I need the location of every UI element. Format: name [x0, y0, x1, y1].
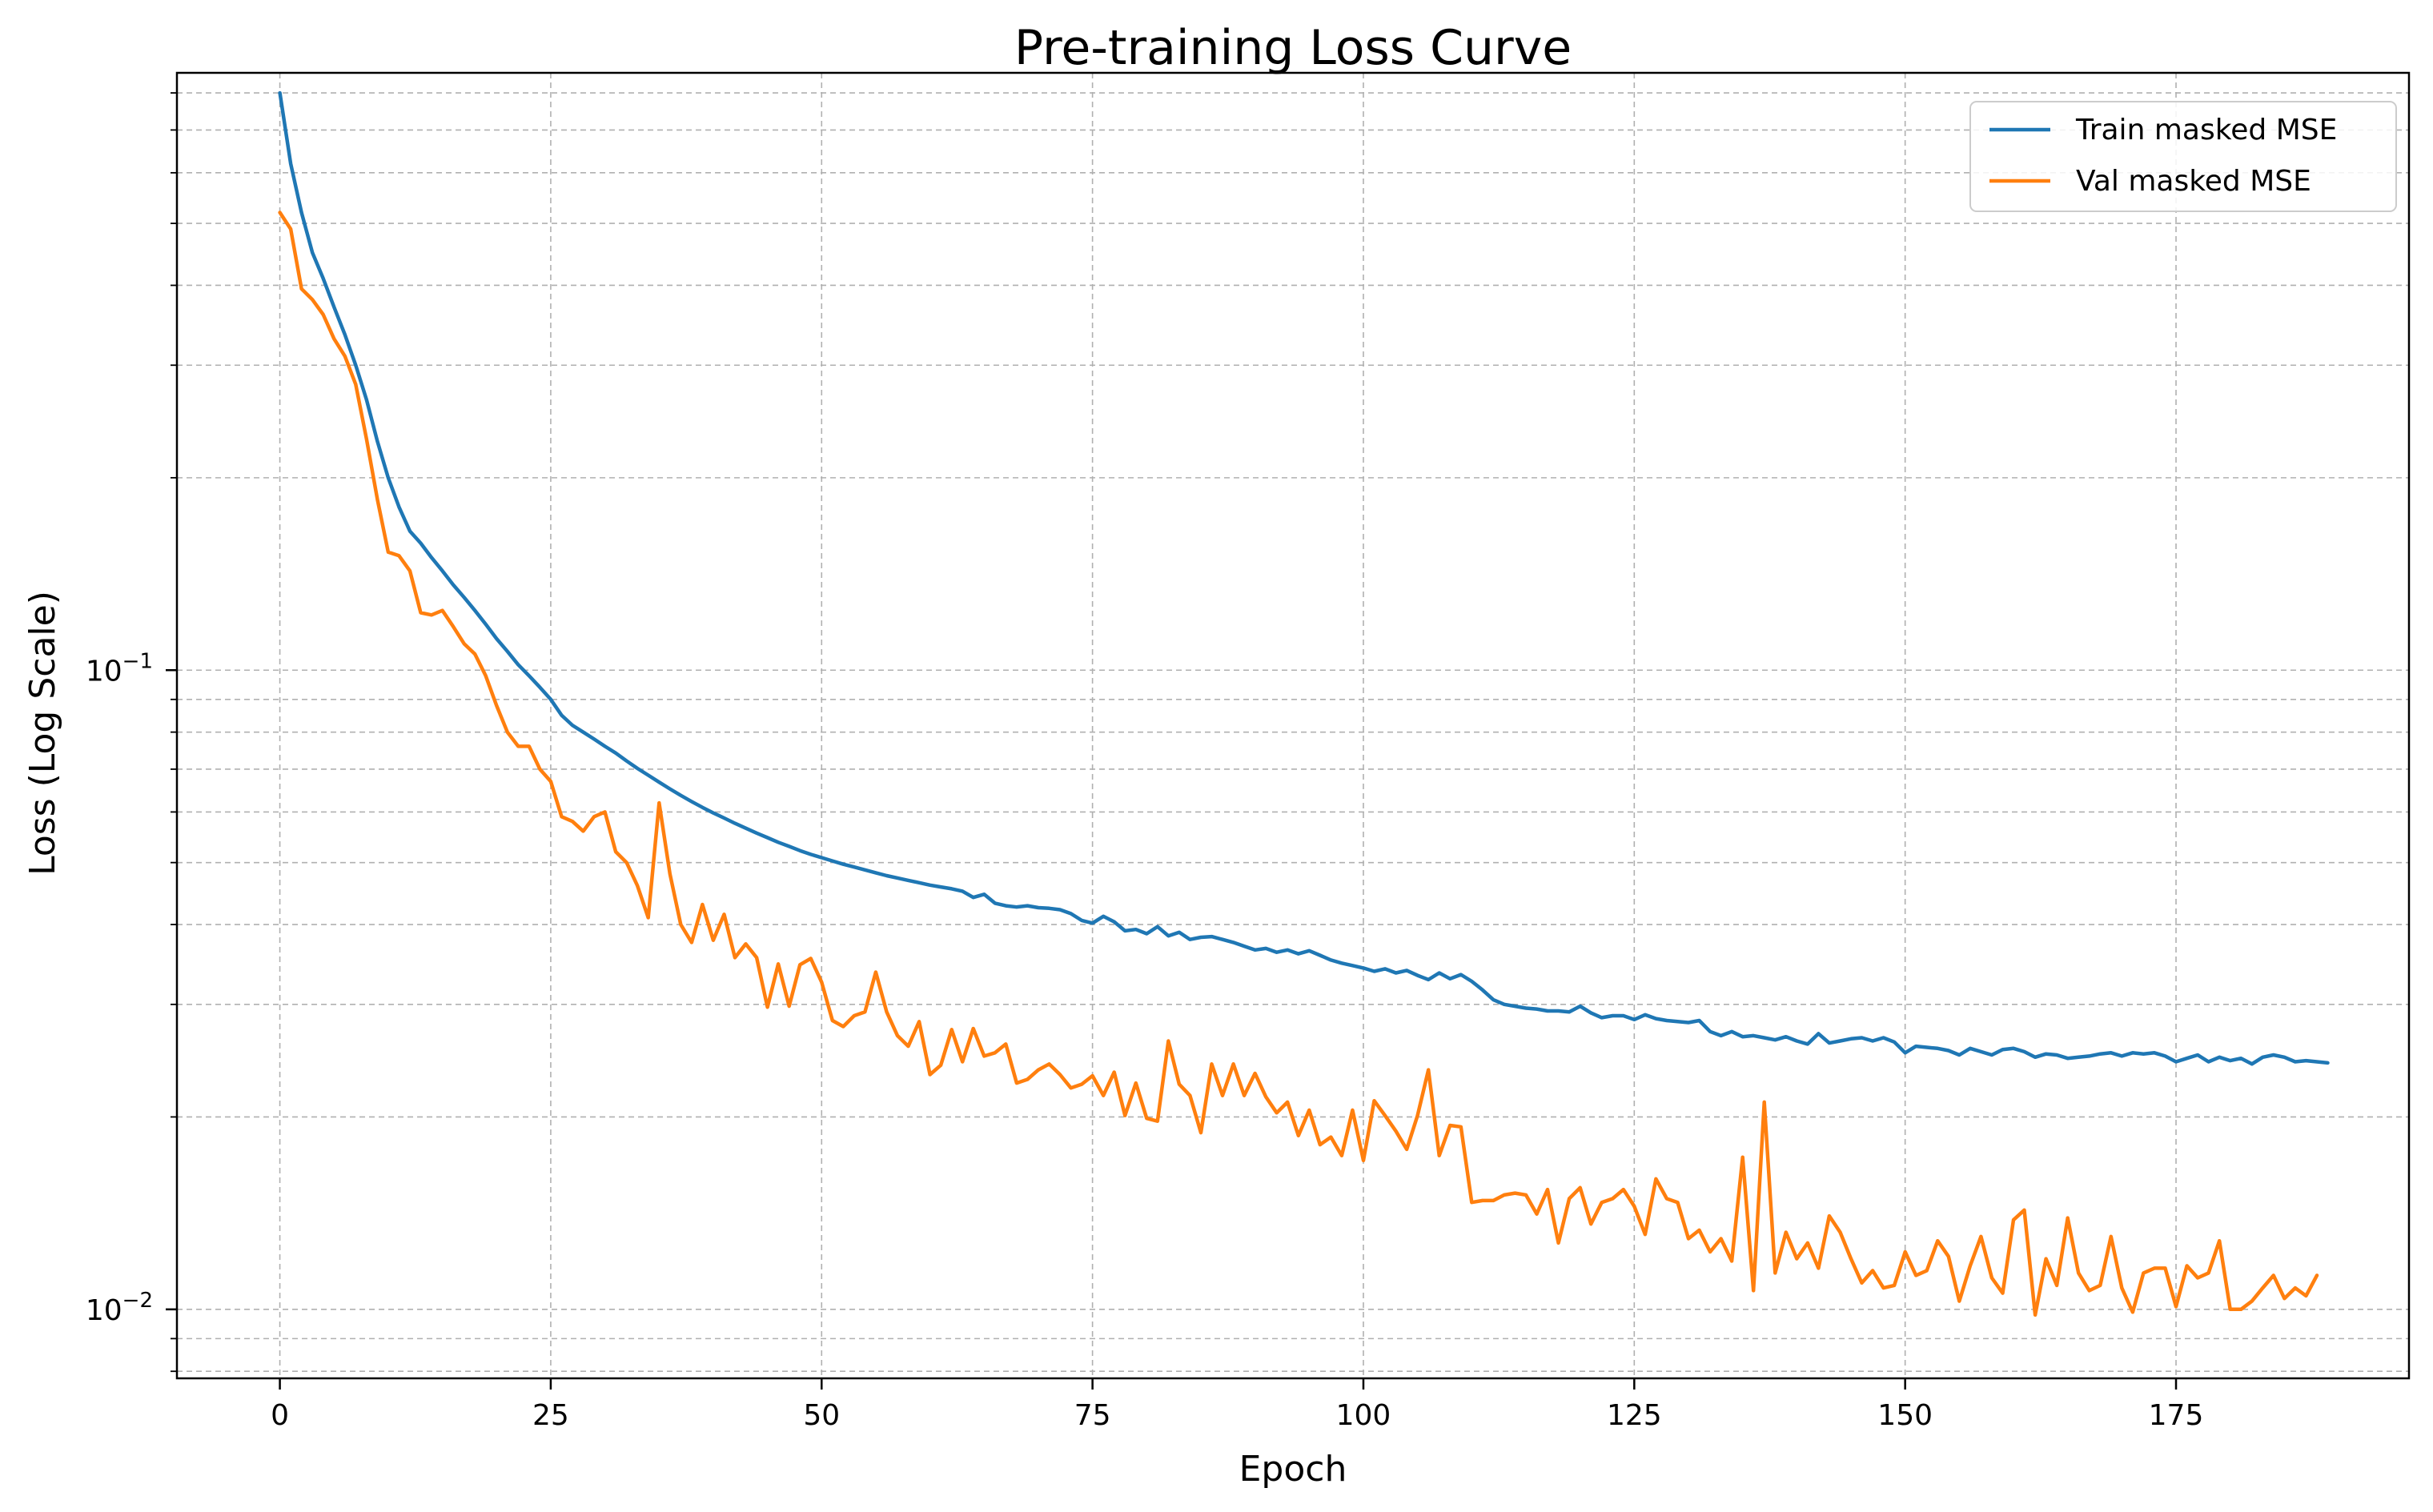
legend-label-val: Val masked MSE [2076, 165, 2311, 198]
y-tick-label: 10−2 [86, 1289, 153, 1327]
x-tick-label: 125 [1607, 1399, 1662, 1432]
y-tick-label-base: 10 [86, 1294, 122, 1327]
y-tick-label: 10−1 [86, 649, 153, 688]
y-tick-label-base: 10 [86, 655, 122, 688]
x-axis-label: Epoch [1239, 1449, 1347, 1490]
grid-lines [177, 73, 2409, 1378]
legend-box [1969, 101, 2397, 212]
axes-frame [175, 71, 2411, 1380]
x-tick-label: 75 [1074, 1399, 1111, 1432]
x-tick-label: 0 [271, 1399, 289, 1432]
x-tick-label: 100 [1336, 1399, 1391, 1432]
train-series-line [278, 90, 2330, 1066]
val-series-line [278, 211, 2319, 1317]
y-tick-label-exponent: −1 [122, 649, 153, 673]
x-tick-label: 175 [2149, 1399, 2204, 1432]
chart-title: Pre-training Loss Curve [1014, 20, 1572, 76]
x-tick-label: 50 [803, 1399, 840, 1432]
legend-label-train: Train masked MSE [2075, 114, 2337, 146]
legend: Train masked MSE Val masked MSE [1969, 101, 2397, 212]
x-tick-label: 25 [532, 1399, 569, 1432]
series-lines [278, 90, 2330, 1317]
y-tick-label-exponent: −2 [122, 1289, 153, 1313]
y-axis-label: Loss (Log Scale) [22, 591, 63, 876]
x-tick-label: 150 [1877, 1399, 1933, 1432]
